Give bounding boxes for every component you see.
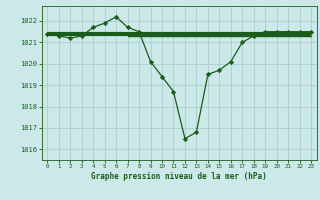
X-axis label: Graphe pression niveau de la mer (hPa): Graphe pression niveau de la mer (hPa) xyxy=(91,172,267,181)
